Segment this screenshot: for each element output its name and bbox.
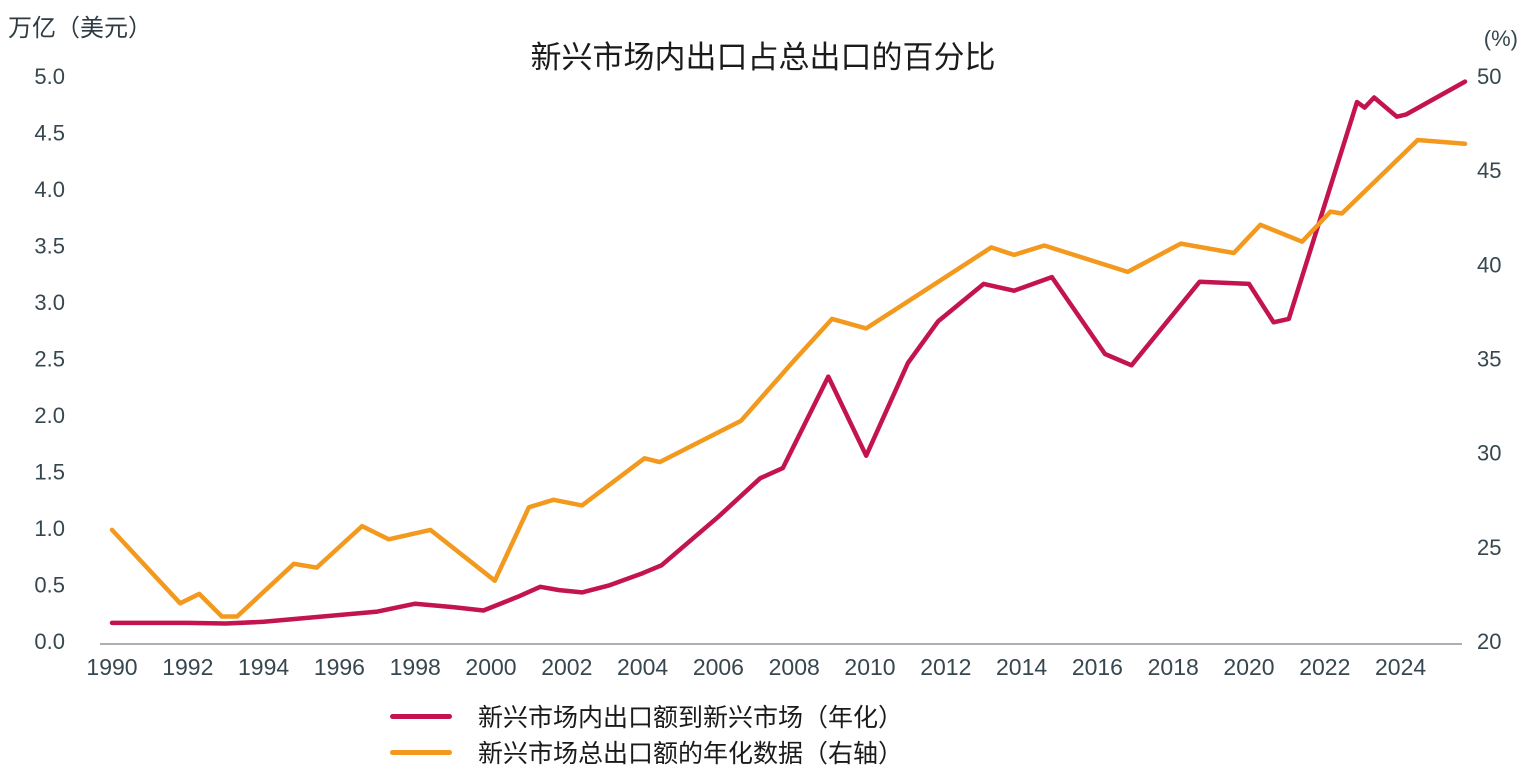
x-axis-tick-label: 2012 [920,654,971,680]
y-axis-left-tick-label: 0.0 [34,629,65,654]
y-axis-right-tick-label: 45 [1477,158,1501,183]
y-axis-right-tick-label: 50 [1477,64,1501,89]
x-axis-tick-label: 2018 [1148,654,1199,680]
x-axis-tick-label: 2006 [693,654,744,680]
y-axis-right-tick-label: 30 [1477,441,1501,466]
x-axis-tick-label: 1990 [86,654,137,680]
y-axis-left-tick-label: 3.0 [34,290,65,315]
legend-item-intra-em-exports: 新兴市场内出口额到新兴市场（年化） [390,698,903,734]
x-axis-tick-label: 1994 [238,654,289,680]
x-axis-tick-label: 2000 [465,654,516,680]
x-axis-tick-label: 1992 [162,654,213,680]
x-axis-tick-label: 2010 [844,654,895,680]
y-axis-right-tick-label: 40 [1477,252,1501,277]
y-axis-left-tick-label: 4.5 [34,121,65,146]
legend-label: 新兴市场内出口额到新兴市场（年化） [478,704,904,732]
chart-legend: 新兴市场内出口额到新兴市场（年化） 新兴市场总出口额的年化数据（右轴） [390,698,903,770]
x-axis-tick-label: 1996 [314,654,365,680]
legend-label: 新兴市场总出口额的年化数据（右轴） [478,740,904,768]
legend-item-total-em-exports: 新兴市场总出口额的年化数据（右轴） [390,734,903,770]
series-line-total-em-exports-orange [109,137,1468,619]
y-axis-left-tick-label: 5.0 [34,64,65,89]
x-axis-tick-label: 2002 [541,654,592,680]
y-axis-right-ticks: 50 45 40 35 30 25 20 [1477,64,1501,654]
x-axis-tick-label: 2008 [769,654,820,680]
chart-title: 新兴市场内出口占总出口的百分比 [530,40,996,75]
legend-line-swatch-red [390,713,452,719]
y-axis-right-tick-label: 25 [1477,535,1501,560]
series-line-intra-em-exports-red [109,79,1468,626]
x-axis-tick-label: 1998 [390,654,441,680]
legend-line-swatch-orange [390,749,452,755]
y-axis-left-ticks: 5.0 4.5 4.0 3.5 3.0 2.5 2.0 1.5 1.0 0.5 0.0 [34,64,65,654]
y-axis-right-tick-label: 35 [1477,347,1501,372]
y-axis-right-tick-label: 20 [1477,629,1501,654]
x-axis-tick-label: 2022 [1299,654,1350,680]
y-axis-left-tick-label: 1.0 [34,516,65,541]
x-axis-tick-label: 2020 [1223,654,1274,680]
y-axis-left-tick-label: 2.5 [34,347,65,372]
left-axis-title: 万亿（美元） [8,15,152,42]
y-axis-left-tick-label: 4.0 [34,177,65,202]
y-axis-left-tick-label: 0.5 [34,573,65,598]
x-axis-tick-label: 2014 [996,654,1047,680]
y-axis-left-tick-label: 2.0 [34,403,65,428]
y-axis-left-tick-label: 1.5 [34,460,65,485]
x-axis-tick-label: 2016 [1072,654,1123,680]
right-axis-title: (%) [1483,26,1518,51]
x-axis-ticks: 1990 1992 1994 1996 1998 2000 2002 2004 2006 2008… [86,654,1426,680]
x-axis-tick-label: 2024 [1375,654,1426,680]
y-axis-left-tick-label: 3.5 [34,234,65,259]
x-axis-tick-label: 2004 [617,654,668,680]
